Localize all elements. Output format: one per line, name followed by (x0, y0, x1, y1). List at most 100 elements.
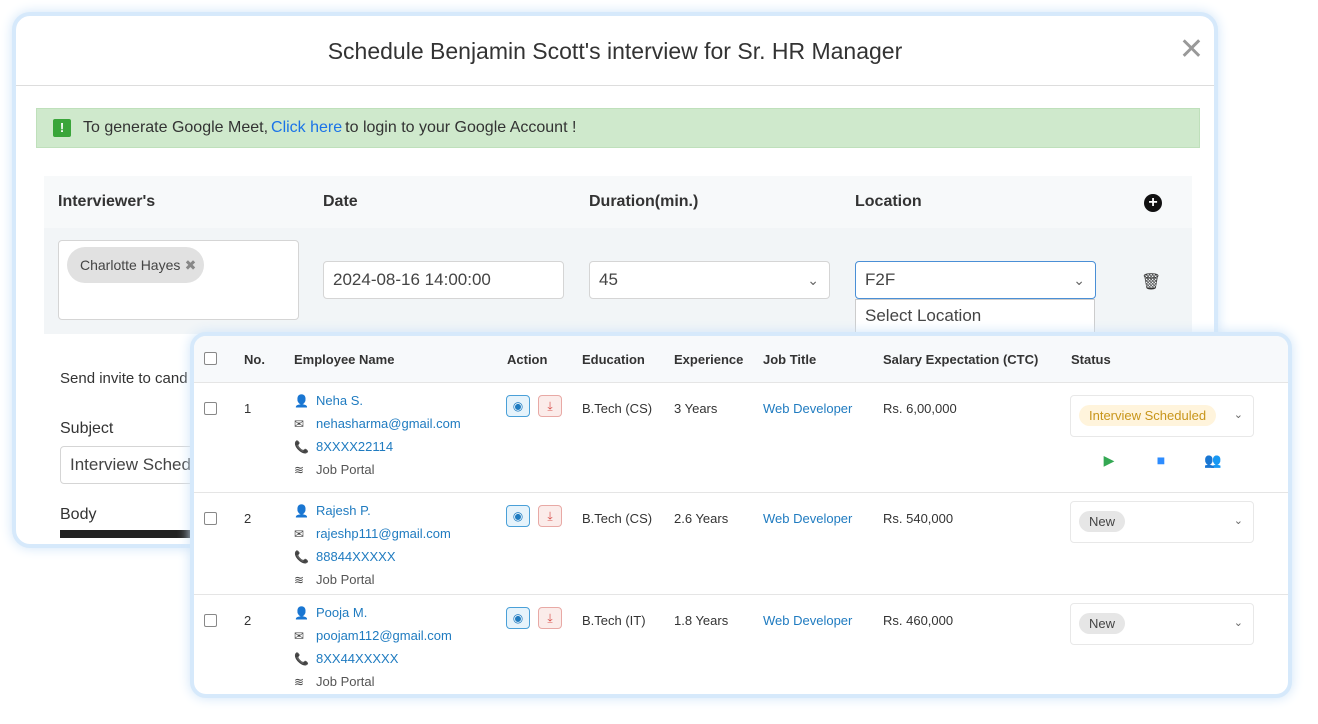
modal-title: Schedule Benjamin Scott's interview for … (16, 16, 1214, 86)
view-eye-icon[interactable]: ◉ (506, 505, 530, 527)
experience: 3 Years (674, 401, 718, 416)
employee-name-link[interactable]: Pooja M. (316, 605, 368, 620)
experience: 2.6 Years (674, 511, 729, 526)
job-title-link[interactable]: Web Developer (763, 613, 853, 628)
employee-info: 👤 Pooja M. ✉ poojam112@gmail.com 📞 8XX44XXX… (294, 601, 452, 693)
body-label: Body (60, 506, 97, 523)
layers-icon: ≋ (294, 572, 305, 587)
duration-select[interactable]: 45 ⌄ (589, 261, 830, 299)
location-select[interactable]: F2F ⌄ (855, 261, 1096, 299)
status-select[interactable]: New ⌄ (1070, 501, 1254, 543)
header-action: Action (507, 352, 548, 367)
employee-info: 👤 Rajesh P. ✉ rajeshp111@gmail.com 📞 88844X… (294, 499, 451, 591)
col-interviewers: Interviewer's (58, 193, 156, 210)
location-option[interactable]: Select Location (855, 299, 1095, 333)
row-checkbox[interactable] (204, 402, 217, 415)
job-title-link[interactable]: Web Developer (763, 401, 853, 416)
header-experience: Experience (674, 352, 744, 367)
interviewer-chip: Charlotte Hayes ✖ (67, 247, 205, 283)
table-row: 2 👤 Pooja M. ✉ poojam112@gmail.com 📞 8XX44X… (194, 594, 1288, 694)
phone-link[interactable]: 8XX44XXXXX (316, 651, 399, 666)
trash-icon[interactable]: 🗑 (1141, 274, 1162, 291)
status-badge: Interview Scheduled (1079, 405, 1217, 426)
view-eye-icon[interactable]: ◉ (506, 607, 530, 629)
employee-info: 👤 Neha S. ✉ nehasharma@gmail.com 📞 8XXXX221… (294, 389, 461, 481)
phone-icon: 📞 (294, 651, 309, 666)
chevron-down-icon: ⌄ (1233, 617, 1243, 629)
col-date: Date (323, 193, 358, 210)
alert-text: To generate Google Meet, (83, 119, 269, 136)
chip-label: Charlotte Hayes (80, 257, 181, 273)
salary: Rs. 460,000 (883, 613, 954, 628)
row-checkbox[interactable] (204, 512, 217, 525)
source-label: Job Portal (316, 674, 375, 689)
job-title-link[interactable]: Web Developer (763, 511, 853, 526)
table-row: 1 👤 Neha S. ✉ nehasharma@gmail.com 📞 8XXXX2… (194, 382, 1288, 492)
date-input[interactable]: 2024-08-16 14:00:00 (323, 261, 564, 299)
in-person-meeting-icon[interactable]: 👥 (1198, 445, 1228, 475)
envelope-icon: ✉ (294, 416, 305, 431)
chevron-down-icon: ⌄ (1233, 515, 1243, 527)
close-icon[interactable]: ✕ (1178, 33, 1204, 66)
user-icon: 👤 (294, 605, 309, 620)
email-link[interactable]: nehasharma@gmail.com (316, 416, 461, 431)
interviewers-field[interactable]: Charlotte Hayes ✖ (58, 240, 299, 320)
employee-name-link[interactable]: Rajesh P. (316, 503, 371, 518)
education: B.Tech (IT) (582, 613, 646, 628)
chevron-down-icon: ⌄ (1233, 409, 1243, 421)
source-label: Job Portal (316, 572, 375, 587)
education: B.Tech (CS) (582, 401, 653, 416)
col-location: Location (855, 193, 922, 210)
experience: 1.8 Years (674, 613, 729, 628)
phone-icon: 📞 (294, 439, 309, 454)
chevron-down-icon: ⌄ (1073, 272, 1085, 288)
envelope-icon: ✉ (294, 628, 305, 643)
employee-name-link[interactable]: Neha S. (316, 393, 363, 408)
download-icon[interactable]: ⤓ (538, 505, 562, 527)
chevron-down-icon: ⌄ (807, 272, 819, 288)
zoom-video-icon[interactable]: ■ (1146, 445, 1176, 475)
user-icon: 👤 (294, 393, 309, 408)
header-education: Education (582, 352, 645, 367)
remove-chip-icon[interactable]: ✖ (184, 257, 197, 273)
location-value: F2F (865, 270, 896, 289)
header-salary: Salary Expectation (CTC) (883, 352, 1039, 367)
header-no: No. (244, 352, 265, 367)
candidates-table: No. Employee Name Action Education Exper… (190, 332, 1292, 698)
status-select[interactable]: New ⌄ (1070, 603, 1254, 645)
header-status: Status (1071, 352, 1111, 367)
download-icon[interactable]: ⤓ (538, 607, 562, 629)
email-link[interactable]: rajeshp111@gmail.com (316, 526, 451, 541)
add-row-icon[interactable]: + (1144, 194, 1162, 212)
header-job-title: Job Title (763, 352, 817, 367)
select-all-checkbox[interactable] (204, 352, 217, 365)
click-here-link[interactable]: Click here (271, 119, 343, 136)
row-number: 1 (244, 401, 252, 416)
salary: Rs. 540,000 (883, 511, 954, 526)
duration-value: 45 (599, 270, 618, 289)
row-number: 2 (244, 613, 252, 628)
table-header: No. Employee Name Action Education Exper… (194, 336, 1288, 382)
phone-icon: 📞 (294, 549, 309, 564)
send-invite-label: Send invite to cand (60, 370, 188, 387)
body-editor[interactable] (60, 530, 220, 538)
subject-label: Subject (60, 420, 114, 437)
education: B.Tech (CS) (582, 511, 653, 526)
row-checkbox[interactable] (204, 614, 217, 627)
email-link[interactable]: poojam112@gmail.com (316, 628, 452, 643)
layers-icon: ≋ (294, 674, 305, 689)
status-select[interactable]: Interview Scheduled ⌄ (1070, 395, 1254, 437)
download-icon[interactable]: ⤓ (538, 395, 562, 417)
col-duration: Duration(min.) (589, 193, 699, 210)
salary: Rs. 6,00,000 (883, 401, 957, 416)
view-eye-icon[interactable]: ◉ (506, 395, 530, 417)
phone-link[interactable]: 8XXXX22114 (316, 439, 394, 454)
google-meet-alert: ! To generate Google Meet, Click here to… (36, 108, 1200, 148)
google-meet-icon[interactable]: ▶ (1094, 445, 1124, 475)
phone-link[interactable]: 88844XXXXX (316, 549, 396, 564)
status-badge: New (1079, 511, 1126, 532)
header-employee-name: Employee Name (294, 352, 395, 367)
alert-text-suffix: to login to your Google Account ! (345, 119, 577, 136)
schedule-interview-modal: Schedule Benjamin Scott's interview for … (12, 12, 1218, 548)
source-label: Job Portal (316, 462, 375, 477)
